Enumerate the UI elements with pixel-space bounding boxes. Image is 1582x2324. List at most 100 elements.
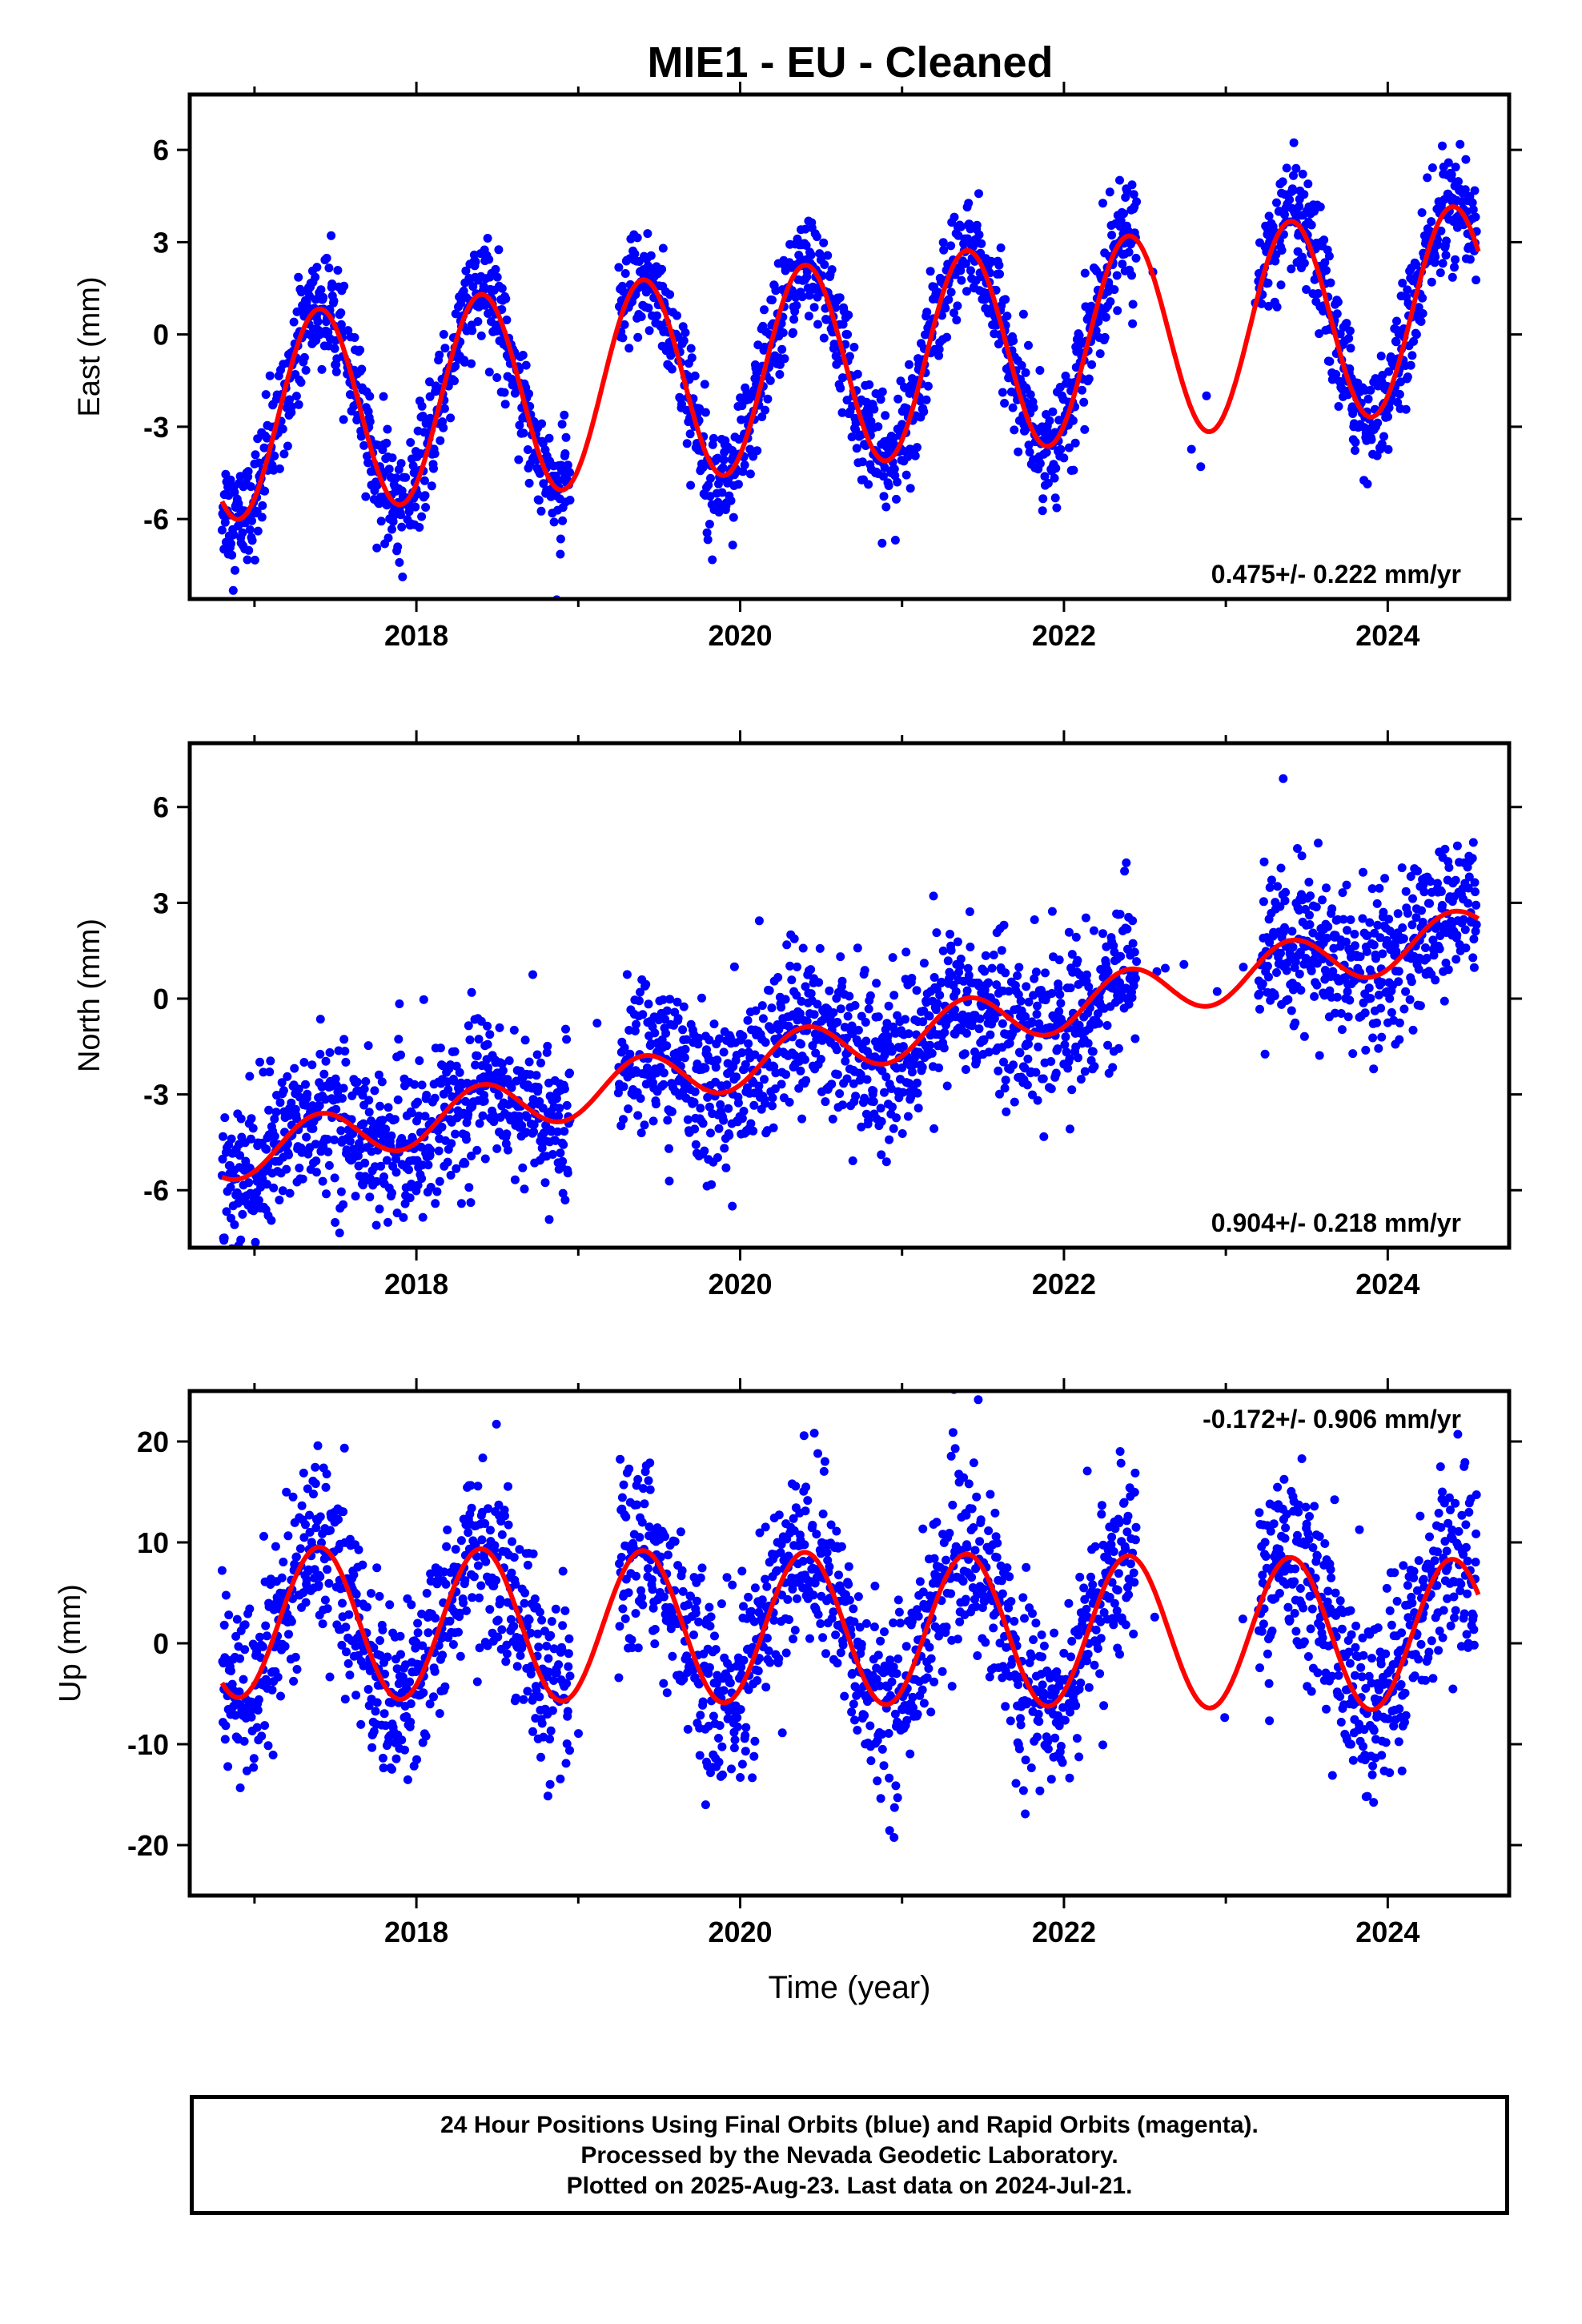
data-point [636,1094,645,1104]
data-point [1098,929,1107,939]
data-point [397,1134,407,1143]
data-point [1276,948,1285,958]
data-point [264,1105,274,1115]
data-point [311,1140,320,1149]
data-point [247,1114,256,1124]
data-point [1067,1085,1077,1095]
data-point [665,290,675,300]
data-point [814,978,824,987]
data-point [700,1146,709,1156]
data-point [520,1184,529,1194]
data-point [962,986,972,995]
data-point [1452,955,1461,964]
data-point [757,412,767,421]
data-point [323,1135,332,1144]
data-point [1419,887,1429,897]
data-point [407,1108,416,1118]
data-point [1401,404,1411,414]
data-point [768,1093,777,1103]
data-point [243,555,252,565]
data-point [490,1541,500,1550]
data-point [407,1180,416,1188]
data-point [384,464,394,474]
data-point [247,1712,256,1722]
data-point [1124,247,1134,257]
data-point [1325,356,1335,366]
data-point [454,1627,463,1637]
data-point [287,1617,296,1626]
data-point [765,376,775,385]
data-point [299,1533,309,1542]
data-point [1255,989,1264,999]
data-point [257,1731,267,1741]
data-point [559,1140,568,1149]
data-point [632,233,642,243]
data-point [381,1721,391,1731]
data-point [446,413,456,423]
data-point [1295,202,1304,211]
data-point [1363,931,1372,940]
data-point [1377,1032,1387,1042]
data-point [1451,163,1460,172]
data-point [1322,883,1331,893]
data-point [1348,1049,1358,1059]
data-point [717,488,727,497]
data-point [1472,900,1481,910]
data-point [947,971,957,980]
data-point [806,989,816,999]
data-point [323,1147,333,1156]
data-point [751,1006,761,1015]
data-point [1074,331,1084,340]
data-point [378,1753,387,1763]
data-point [472,1677,482,1687]
data-point [1471,887,1480,897]
data-point [476,1581,486,1590]
data-point [930,1124,939,1133]
y-axis-label: East (mm) [73,276,106,416]
data-point [1468,854,1477,863]
data-point [1054,955,1064,965]
data-point [679,1002,689,1011]
data-point [876,395,885,404]
data-point [1468,838,1478,847]
data-point [853,943,862,953]
data-point [1008,403,1018,412]
data-point [295,1544,305,1554]
data-point [251,1237,260,1247]
data-point [425,377,434,387]
data-point [825,986,834,995]
data-point [253,526,263,536]
data-point [492,1419,501,1429]
data-point [1471,212,1480,222]
data-point [592,1019,602,1028]
data-point [619,1115,628,1124]
data-point [1409,336,1419,346]
data-point [239,1736,249,1746]
data-point [1066,1124,1074,1134]
data-point [406,438,416,447]
data-point [259,443,269,452]
data-point [236,1114,246,1124]
data-point [713,1055,722,1065]
data-point [1304,878,1314,887]
data-point [275,1196,284,1204]
data-point [1271,256,1280,266]
data-point [536,506,546,516]
data-point [1055,990,1065,999]
data-point [720,1144,729,1153]
data-point [465,1035,475,1044]
data-point [1384,915,1394,924]
data-point [524,1057,534,1067]
data-point [1468,205,1478,215]
data-point [425,1699,435,1709]
data-point [1059,453,1069,463]
data-point [351,1192,360,1201]
data-point [227,539,235,549]
data-point [963,234,973,243]
data-point [1263,279,1273,287]
data-point [1272,198,1281,207]
data-point [469,1572,479,1582]
data-point [484,368,494,377]
data-point [981,951,990,960]
